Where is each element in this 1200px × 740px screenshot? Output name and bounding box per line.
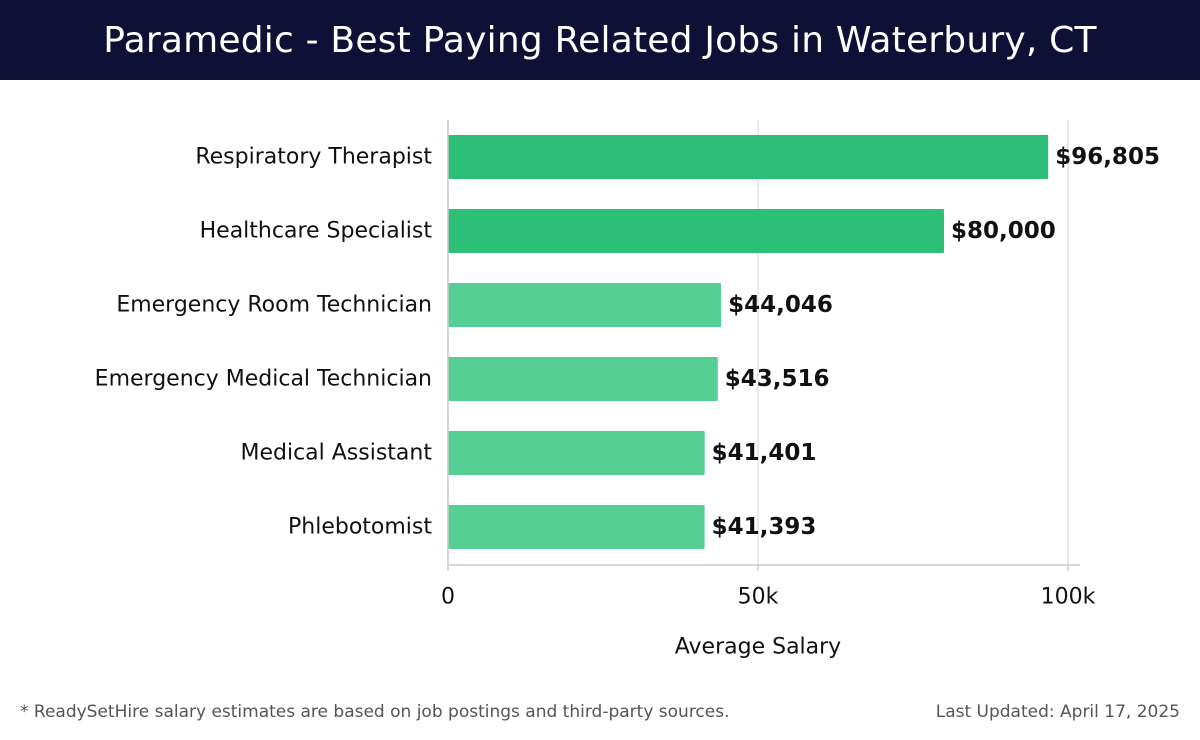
x-tick-label: 0 xyxy=(441,585,455,610)
bar xyxy=(448,135,1049,179)
data-label: $41,401 xyxy=(712,440,817,466)
bar xyxy=(448,505,705,549)
data-label: $96,805 xyxy=(1055,144,1160,170)
footnote: * ReadySetHire salary estimates are base… xyxy=(20,702,730,722)
category-label: Phlebotomist xyxy=(288,515,432,540)
x-tick-label: 100k xyxy=(1041,585,1096,610)
data-label: $41,393 xyxy=(712,514,817,540)
bar xyxy=(448,431,705,475)
data-label: $80,000 xyxy=(951,218,1056,244)
category-label: Respiratory Therapist xyxy=(195,145,432,170)
category-label: Healthcare Specialist xyxy=(200,219,433,244)
last-updated: Last Updated: April 17, 2025 xyxy=(935,702,1180,722)
category-label: Emergency Room Technician xyxy=(116,293,432,318)
data-label: $44,046 xyxy=(728,292,833,318)
x-axis-title: Average Salary xyxy=(675,635,841,660)
bar xyxy=(448,283,722,327)
data-label: $43,516 xyxy=(725,366,830,392)
chart-title: Paramedic - Best Paying Related Jobs in … xyxy=(103,19,1097,61)
x-tick-label: 50k xyxy=(738,585,779,610)
bar xyxy=(448,357,718,401)
bar xyxy=(448,209,944,253)
salary-bar-chart: $96,805 Respiratory Therapist $80,000 Healt… xyxy=(95,120,1160,660)
category-label: Medical Assistant xyxy=(240,441,432,466)
title-bar: Paramedic - Best Paying Related Jobs in … xyxy=(0,0,1200,80)
category-label: Emergency Medical Technician xyxy=(95,367,432,392)
